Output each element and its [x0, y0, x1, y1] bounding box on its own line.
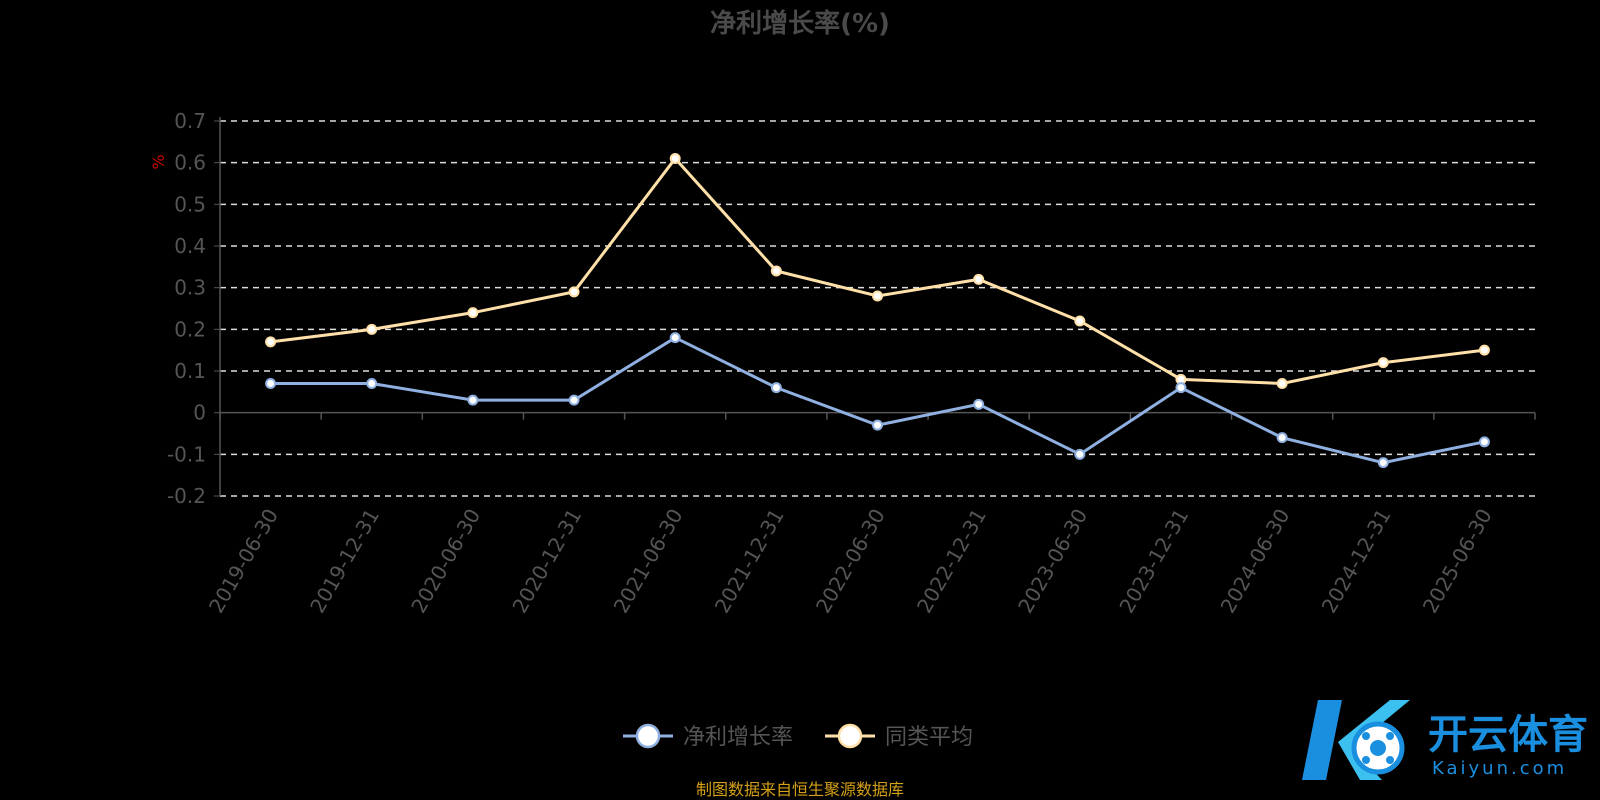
x-tick-label: 2021-06-30 [609, 505, 688, 618]
data-point[interactable] [1074, 448, 1086, 460]
legend-item[interactable]: 同类平均 [825, 723, 973, 750]
x-tick-label: 2020-12-31 [507, 505, 586, 618]
data-point[interactable] [467, 307, 479, 319]
watermark-brand: 开云体育 [1428, 712, 1588, 758]
x-tick-label: 2022-06-30 [811, 505, 890, 618]
data-point[interactable] [1175, 382, 1187, 394]
y-tick-label: 0.7 [174, 109, 206, 133]
data-point[interactable] [872, 290, 883, 302]
data-point[interactable] [973, 398, 985, 410]
series-group [265, 153, 1490, 469]
y-tick-label: 0.5 [174, 192, 206, 216]
series-line [270, 335, 1485, 465]
y-tick-label: -0.2 [167, 484, 206, 508]
data-point[interactable] [366, 378, 378, 389]
legend-item[interactable]: 净利增长率 [623, 723, 793, 750]
data-point[interactable] [669, 153, 681, 164]
y-tick-labels: -0.2 -0.1 0 0.1 0.2 0.3 0.4 0.5 0.6 0.7 [167, 109, 206, 508]
x-tick-label: 2020-06-30 [406, 505, 485, 618]
legend-marker-icon [837, 723, 863, 749]
data-point[interactable] [770, 265, 782, 277]
y-tick-label: -0.1 [167, 442, 206, 466]
data-point[interactable] [1377, 457, 1389, 469]
data-point[interactable] [265, 336, 277, 348]
data-point[interactable] [1276, 378, 1288, 389]
data-point[interactable] [973, 273, 985, 285]
data-point[interactable] [1478, 344, 1490, 356]
x-tick-label: 2025-06-30 [1418, 505, 1497, 618]
data-point[interactable] [1276, 432, 1288, 444]
data-point[interactable] [1377, 357, 1389, 369]
chart-title: 净利增长率(%) [710, 8, 890, 39]
data-point[interactable] [669, 332, 681, 344]
x-tick-label: 2019-12-31 [305, 505, 384, 618]
data-point[interactable] [366, 323, 378, 335]
x-tick-labels: 2019-06-30 2019-12-31 2020-06-30 2020-12-31… [204, 504, 1497, 617]
x-tick-label: 2024-06-30 [1216, 505, 1295, 618]
source-note: 制图数据来自恒生聚源数据库 [696, 780, 904, 799]
grid-lines [214, 120, 1535, 497]
watermark-logo: 开云体育 Kaiyun.com [1302, 700, 1588, 780]
data-point[interactable] [770, 382, 782, 394]
legend-label: 同类平均 [885, 725, 973, 750]
data-point[interactable] [265, 378, 277, 389]
x-tick-label: 2023-06-30 [1013, 505, 1092, 618]
legend-marker-icon [635, 723, 661, 749]
y-tick-label: 0.2 [174, 317, 206, 341]
data-point[interactable] [568, 394, 580, 406]
y-tick-label: 0 [193, 401, 206, 425]
x-tick-label: 2019-06-30 [204, 505, 283, 618]
series-line [270, 156, 1485, 386]
data-point[interactable] [1478, 436, 1490, 448]
data-point[interactable] [568, 286, 580, 298]
axes [219, 117, 1536, 496]
data-point[interactable] [1074, 315, 1086, 327]
y-axis-unit: % [149, 154, 168, 169]
legend-label: 净利增长率 [683, 725, 793, 750]
x-tick-label: 2024-12-31 [1317, 505, 1396, 618]
legend[interactable]: 净利增长率 同类平均 [623, 723, 973, 750]
y-tick-label: 0.6 [174, 151, 206, 175]
y-tick-label: 0.1 [174, 359, 206, 383]
x-tick-label: 2023-12-31 [1114, 505, 1193, 618]
x-tick-label: 2021-12-31 [710, 505, 789, 618]
data-point[interactable] [872, 419, 883, 431]
y-tick-label: 0.3 [174, 276, 206, 300]
data-point[interactable] [467, 394, 479, 406]
watermark-domain: Kaiyun.com [1432, 758, 1567, 779]
x-tick-label: 2022-12-31 [912, 504, 991, 617]
y-tick-label: 0.4 [174, 234, 206, 258]
kaiyun-logo-icon [1302, 700, 1410, 780]
